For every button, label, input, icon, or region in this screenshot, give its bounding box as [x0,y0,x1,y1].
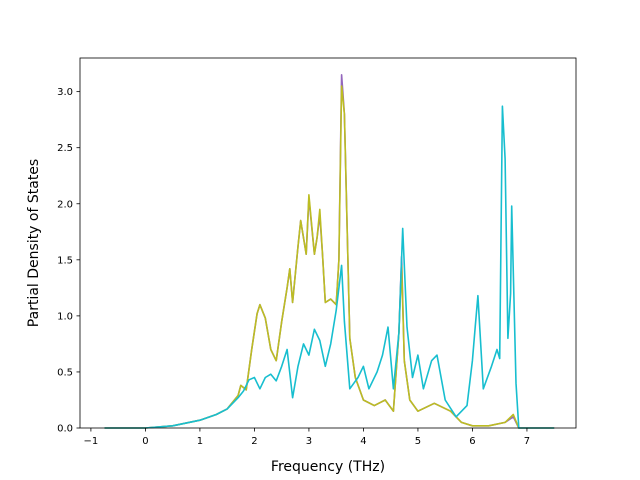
y-tick-label: 1.0 [57,311,73,322]
x-tick-label: 0 [142,436,148,447]
series-line-2 [104,85,555,429]
x-tick-label: 7 [524,436,530,447]
x-tick-label: 4 [360,436,366,447]
plot-frame [79,57,577,429]
x-tick-label: 3 [306,436,312,447]
x-tick-label: 1 [197,436,203,447]
series-layer [104,74,555,429]
x-tick-label: 5 [415,436,421,447]
y-axis: 0.0 0.5 1.0 1.5 2.0 2.5 3.0 [57,87,80,435]
series-line-3 [104,105,555,429]
y-tick-label: 0.0 [57,424,73,435]
y-tick-label: 2.0 [57,199,73,210]
x-axis-label: Frequency (THz) [271,459,385,475]
x-tick-label: 2 [251,436,257,447]
y-tick-label: 1.5 [57,255,73,266]
y-axis-label: Partial Density of States [26,159,42,327]
y-tick-label: 2.5 [57,143,73,154]
x-tick-label: −1 [84,436,99,447]
x-tick-label: 6 [469,436,475,447]
y-tick-label: 0.5 [57,367,73,378]
y-tick-label: 3.0 [57,87,73,98]
x-axis: −1 0 1 2 3 4 5 6 7 [84,428,530,447]
